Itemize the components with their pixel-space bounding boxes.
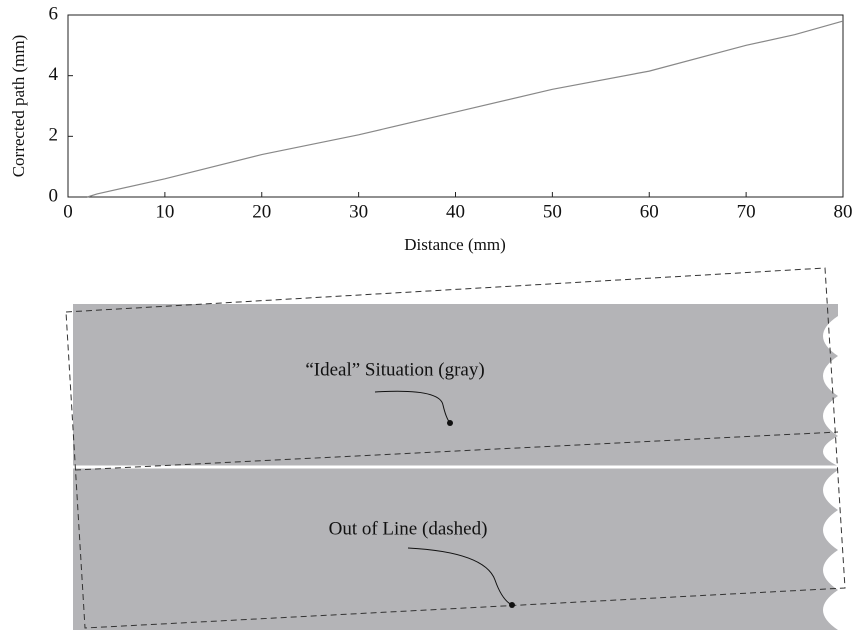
y-tick-label: 4 [49,64,59,85]
figure: Distance (mm) Corrected path (mm) “Ideal… [0,0,861,631]
y-tick-label: 0 [49,185,59,206]
leader-dot [509,602,515,608]
x-tick-label: 80 [834,201,853,222]
x-axis-label: Distance (mm) [404,235,506,254]
y-axis-label: Corrected path (mm) [9,35,28,178]
diagram: “Ideal” Situation (gray) Out of Line (da… [66,268,845,630]
plot-frame [68,15,843,197]
x-tick-label: 40 [446,201,465,222]
line [87,21,843,197]
x-tick-label: 60 [640,201,659,222]
x-tick-label: 10 [155,201,174,222]
x-tick-label: 20 [252,201,271,222]
y-tick-label: 2 [49,125,59,146]
y-tick-label: 6 [49,3,59,24]
x-tick-label: 50 [543,201,562,222]
ideal-label: “Ideal” Situation (gray) [305,359,484,380]
x-tick-label: 70 [737,201,756,222]
x-tick-label: 30 [349,201,368,222]
dashed-label: Out of Line (dashed) [329,518,488,539]
x-tick-label: 0 [63,201,73,222]
leader-dot [447,420,453,426]
